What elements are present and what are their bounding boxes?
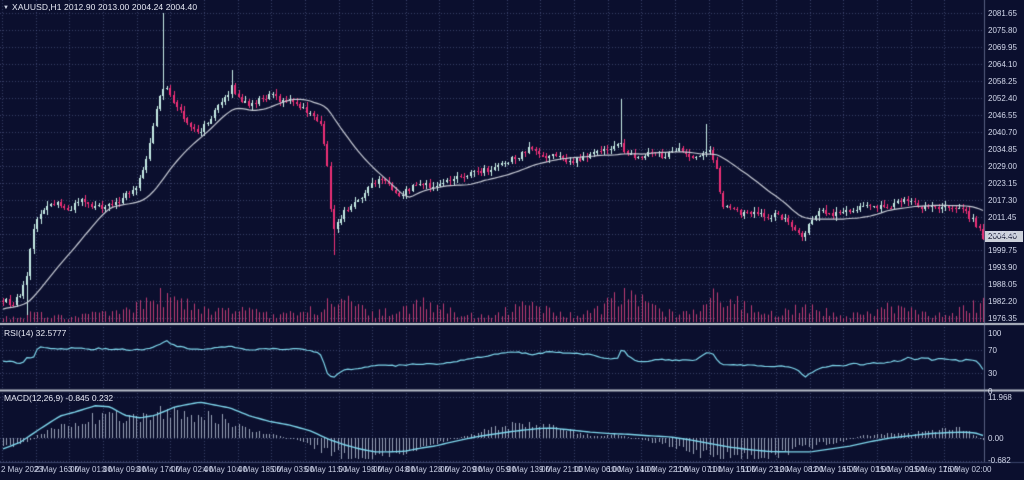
time-axis-label: 15 May 17:00 — [910, 465, 959, 474]
rsi-level-label: 100 — [988, 329, 1002, 338]
price-axis-label: 2064.10 — [988, 60, 1017, 69]
macd-level-label: 0.00 — [988, 434, 1004, 443]
time-axis-label: 12 May 08:00 — [775, 465, 824, 474]
time-axis-label: 9 May 13:00 — [506, 465, 551, 474]
time-axis-label: 3 May 01:00 — [68, 465, 113, 474]
rsi-level-label: 0 — [988, 387, 993, 396]
time-axis-label: 11 May 23:00 — [741, 465, 789, 474]
time-axis-label: 3 May 17:00 — [136, 465, 181, 474]
macd-indicator-label: MACD(12,26,9) -0.845 0.232 — [4, 393, 114, 403]
time-axis-label: 8 May 20:00 — [438, 465, 483, 474]
price-axis-label: 2075.80 — [988, 26, 1017, 35]
time-axis-label: 16 May 02:00 — [943, 465, 992, 474]
price-axis-label: 2005.60 — [988, 230, 1017, 239]
time-axis-label: 5 May 03:00 — [270, 465, 315, 474]
time-axis-label: 2 May 2023 — [1, 465, 43, 474]
price-axis-label: 1982.20 — [988, 297, 1017, 306]
time-axis-label: 12 May 16:00 — [809, 465, 858, 474]
time-axis-label: 11 May 07:00 — [674, 465, 722, 474]
chart-title-text: XAUUSD,H1 2012.90 2013.00 2004.24 2004.4… — [12, 2, 198, 12]
price-axis-label: 2011.45 — [988, 213, 1017, 222]
price-axis-label: 2069.95 — [988, 43, 1017, 52]
time-axis-label: 5 May 11:00 — [304, 465, 348, 474]
price-axis-label: 1976.35 — [988, 314, 1017, 323]
macd-level-label: -0.682 — [988, 456, 1011, 465]
rsi-level-label: 70 — [988, 346, 997, 355]
time-axis-label: 15 May 09:00 — [876, 465, 925, 474]
time-axis-label: 4 May 02:00 — [169, 465, 214, 474]
time-axis-label: 4 May 10:00 — [203, 465, 248, 474]
time-axis-label: 9 May 21:00 — [539, 465, 584, 474]
macd-level-label: 11.968 — [988, 393, 1012, 402]
rsi-indicator-label: RSI(14) 32.5777 — [4, 328, 67, 338]
time-axis-label: 4 May 18:00 — [237, 465, 282, 474]
price-axis-label: 2046.55 — [988, 111, 1017, 120]
time-axis-label: 10 May 14:00 — [607, 465, 656, 474]
price-axis-label: 1999.75 — [988, 246, 1017, 255]
current-price-box: 2004.40 — [985, 231, 1023, 242]
time-axis-label: 15 May 01:00 — [842, 465, 891, 474]
time-axis-label: 2 May 16:00 — [35, 465, 80, 474]
price-axis-label: 1993.90 — [988, 263, 1017, 272]
time-axis-label: 9 May 05:00 — [472, 465, 517, 474]
price-axis-label: 2040.70 — [988, 128, 1017, 137]
time-axis-label: 3 May 09:00 — [102, 465, 147, 474]
symbol-marker-icon: ▼ — [3, 5, 10, 11]
time-axis-label: 5 May 19:00 — [338, 465, 383, 474]
time-axis-label: 11 May 15:00 — [708, 465, 756, 474]
time-axis-label: 10 May 06:00 — [573, 465, 622, 474]
price-axis-label: 2058.25 — [988, 77, 1017, 86]
price-axis-label: 2081.65 — [988, 9, 1017, 18]
time-axis-label: 8 May 04:00 — [371, 465, 416, 474]
chart-title: ▼ XAUUSD,H1 2012.90 2013.00 2004.24 2004.… — [3, 2, 197, 12]
price-axis-label: 2052.40 — [988, 94, 1017, 103]
price-axis-label: 1988.05 — [988, 280, 1017, 289]
price-axis-label: 2029.00 — [988, 162, 1017, 171]
price-axis-label: 2034.85 — [988, 145, 1017, 154]
price-axis-label: 2023.15 — [988, 179, 1017, 188]
rsi-level-label: 30 — [988, 369, 997, 378]
time-axis-label: 10 May 22:00 — [640, 465, 689, 474]
time-axis-label: 8 May 12:00 — [405, 465, 450, 474]
price-axis-label: 2017.30 — [988, 196, 1017, 205]
